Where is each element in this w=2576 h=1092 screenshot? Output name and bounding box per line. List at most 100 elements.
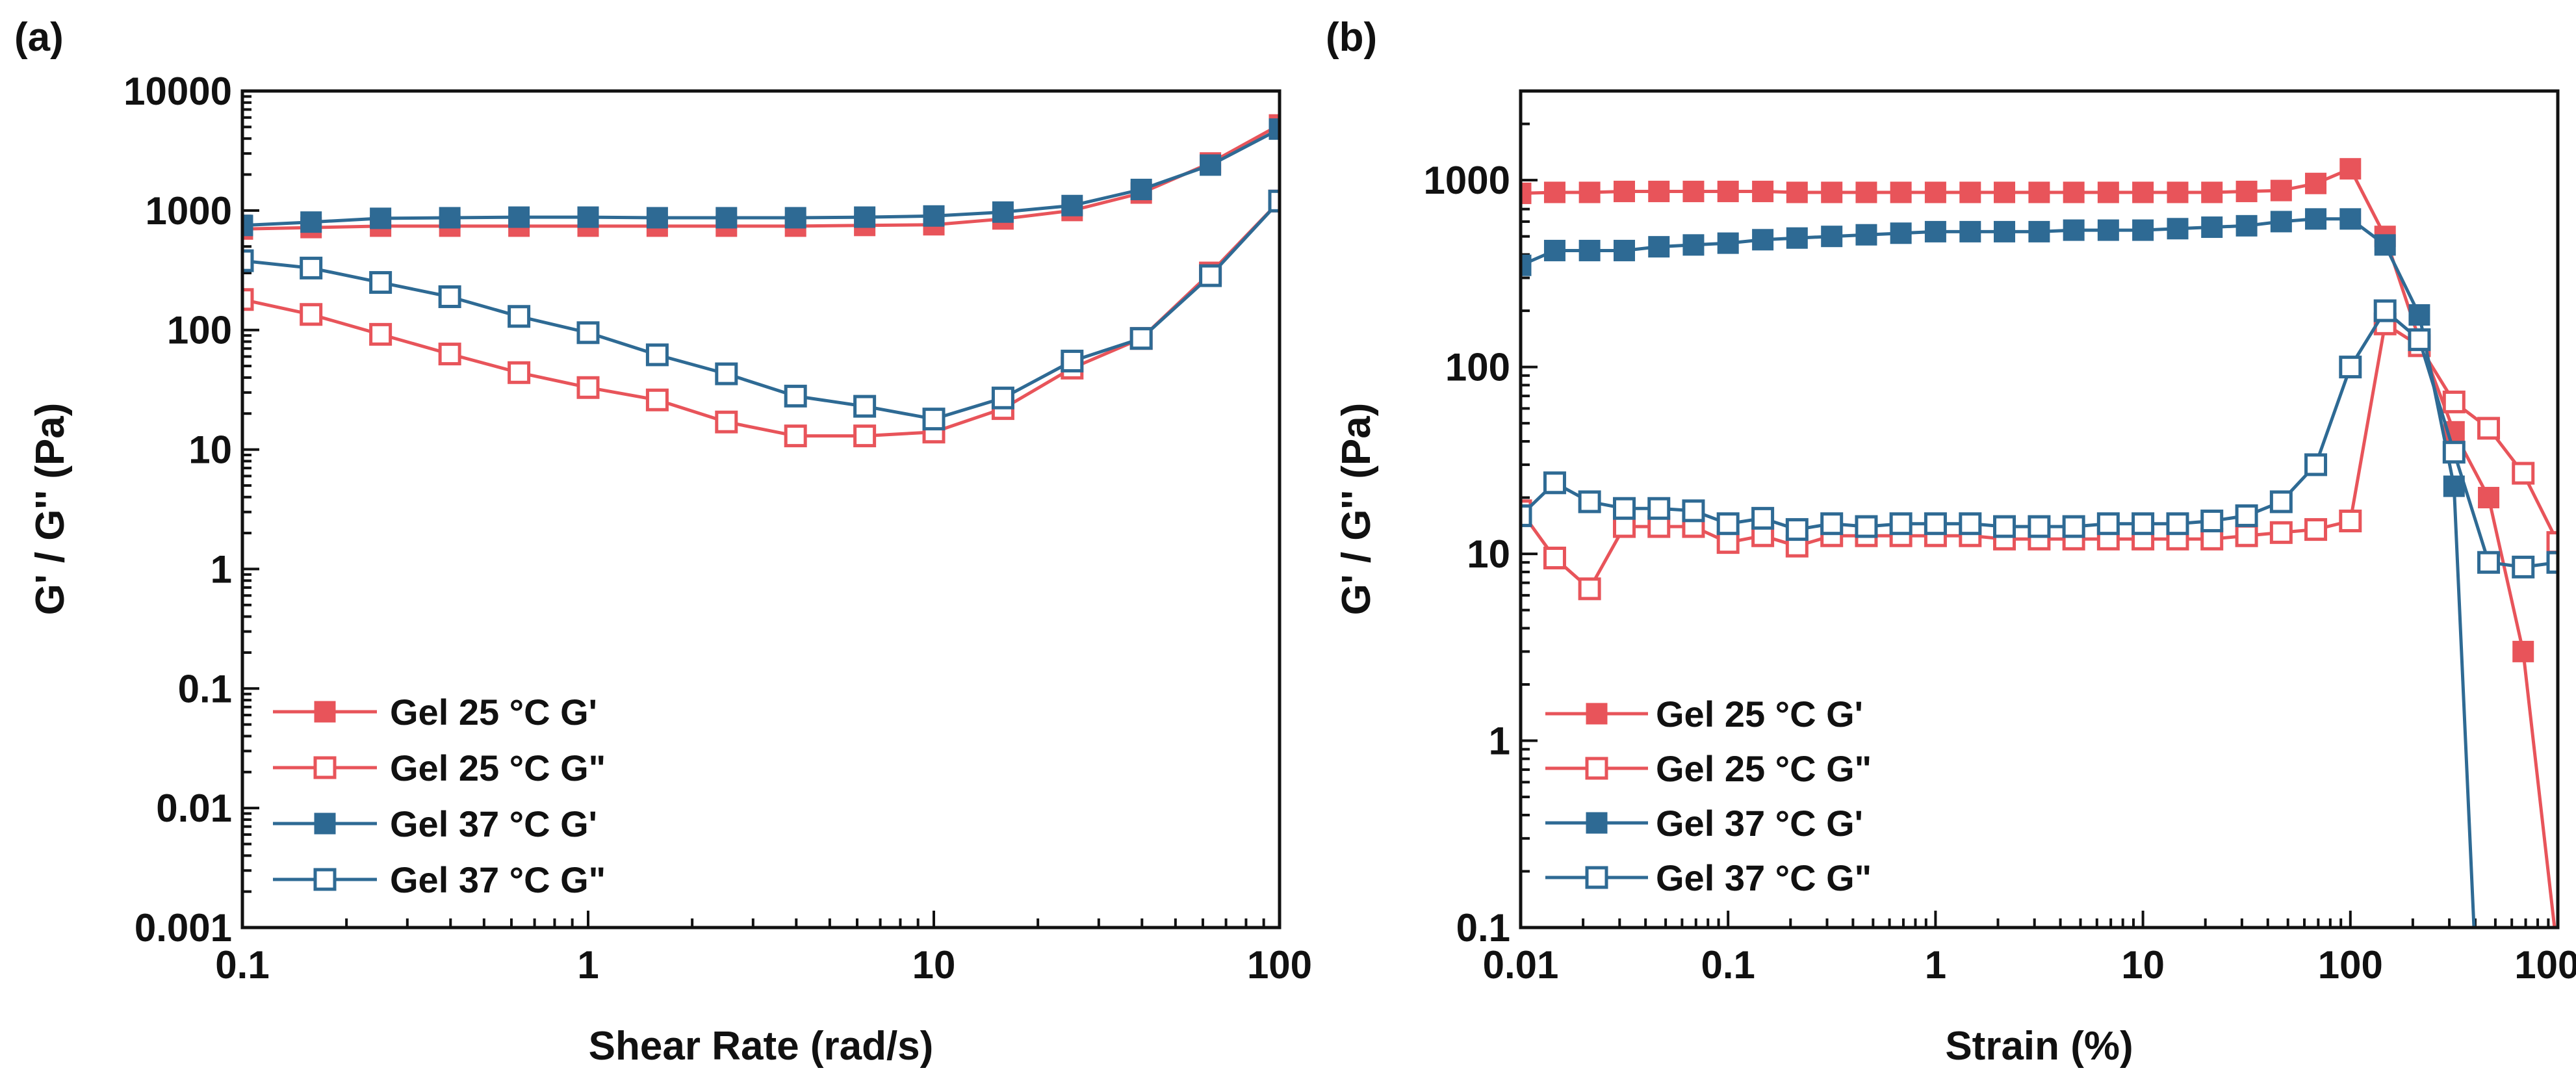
panel-b-series-1-point xyxy=(1786,181,1808,203)
panel-b-series-4-point xyxy=(2028,515,2051,538)
panel-a-legend-item: Gel 37 °C G' xyxy=(273,803,597,844)
panel-b-x-tick-label: 0.01 xyxy=(1483,943,1559,987)
panel-b-series-1-point xyxy=(1994,181,2016,203)
panel-a-series-4-point xyxy=(991,386,1014,410)
panel-b-series-4-point xyxy=(2546,551,2558,574)
panel-a-legend-marker xyxy=(314,812,336,835)
panel-b-series-4-point xyxy=(1543,471,1566,495)
panel-a-legend-label: Gel 25 °C G' xyxy=(390,692,597,733)
panel-b-series-1-point xyxy=(2478,487,2500,509)
panel-b-series-1-point xyxy=(1752,181,1774,203)
panel-b-legend-label: Gel 25 °C G' xyxy=(1656,694,1863,734)
panel-a-series-4-line xyxy=(242,200,1280,421)
panel-b-series-4-point xyxy=(1716,512,1740,536)
panel-a-y-tick-label: 10 xyxy=(188,428,232,472)
panel-a-ticks: 0.1 1 10 100 0.001 0.01 0.1 1 10 100 1000 10000 xyxy=(123,70,1312,987)
panel-a-series-4 xyxy=(242,189,1280,431)
panel-a-x-axis-title: Shear Rate (rad/s) xyxy=(589,1024,934,1069)
panel-b-series-1-point xyxy=(1578,181,1601,203)
panel-a-y-tick-label: 100 xyxy=(167,309,232,352)
panel-b-series-3-point xyxy=(2374,234,2396,256)
panel-b-series-4-point xyxy=(2166,512,2189,536)
panel-a-series-3-point xyxy=(784,207,806,229)
panel-b-series-1-point xyxy=(2235,181,2258,203)
panel-b-series-4-point xyxy=(2373,299,2397,322)
panel-a-series-4-point xyxy=(300,256,323,280)
panel-a-series-2-point xyxy=(784,424,807,448)
panel-a-series-3-point xyxy=(508,206,530,228)
panel-a-label: (a) xyxy=(14,15,64,60)
panel-b-series-3-point xyxy=(1614,239,1635,261)
panel-b-series-4-point xyxy=(1820,512,1844,536)
panel-b-series-4-point xyxy=(2442,441,2466,464)
panel-a-legend-item: Gel 37 °C G" xyxy=(273,859,606,900)
panel-b-series-3-point xyxy=(2339,208,2362,230)
panel-b-series-4-point xyxy=(2512,555,2535,578)
panel-b-series-3-point xyxy=(1994,220,2016,242)
panel-b-x-tick-label: 100 xyxy=(2318,943,2383,987)
panel-a-series-2-point xyxy=(369,322,393,346)
panel-b-legend-item: Gel 37 °C G" xyxy=(1545,857,1872,898)
panel-b-series-1-point xyxy=(2201,181,2223,203)
panel-a-series-2-point xyxy=(576,376,600,399)
panel-b-series-3-point xyxy=(1648,236,1670,258)
panel-b-series-3-point xyxy=(1924,220,1946,242)
panel-a-y-tick-label: 1000 xyxy=(146,189,232,233)
panel-b-series-4-point xyxy=(1889,512,1913,536)
panel-b-series-4-point xyxy=(2269,490,2293,514)
panel-b-series-1-point xyxy=(1717,181,1739,203)
panel-b-series-4-point xyxy=(2339,356,2362,379)
panel-b-series-2-point xyxy=(2477,417,2501,440)
panel-a-series-3-line xyxy=(242,127,1280,228)
panel-a-legend-label: Gel 25 °C G" xyxy=(390,748,606,788)
panel-a-y-tick-label: 1 xyxy=(211,547,232,591)
panel-a-x-tick-label: 100 xyxy=(1247,943,1312,987)
panel-a-series-3-point xyxy=(1200,154,1222,176)
panel-a-series-4-point xyxy=(715,362,738,385)
panel-a-plot-frame xyxy=(240,89,1282,930)
panel-a-series xyxy=(242,114,1280,448)
panel-b-series-4-point xyxy=(1682,499,1705,523)
panel-a-y-tick-label: 0.001 xyxy=(135,906,232,950)
panel-a-series-3-point xyxy=(300,211,322,233)
panel-a-series-2-point xyxy=(715,410,738,434)
panel-a-series-2-point xyxy=(300,303,323,326)
panel-b-series-4-point xyxy=(1647,497,1671,520)
panel-a-series-2-line xyxy=(242,200,1280,438)
panel-b-series-4-point xyxy=(2200,509,2224,532)
panel-b-series-2-point xyxy=(1613,515,1636,538)
panel-a-legend-marker xyxy=(313,756,337,779)
panel-b-series-1-point xyxy=(2097,181,2119,203)
panel-b-y-axis-title: G' / G'' (Pa) xyxy=(1334,403,1379,616)
panel-b-series-4-point xyxy=(1993,515,2016,538)
panel-b-series-3-point xyxy=(1578,239,1601,261)
panel-b-series-1-point xyxy=(1648,181,1670,203)
panel-a-legend-marker xyxy=(314,701,336,723)
panel-b-series-2-point xyxy=(2442,390,2466,413)
panel-b-series-1-point xyxy=(2270,179,2292,202)
panel-b-y-tick-label: 1 xyxy=(1489,720,1510,763)
panel-a-series-3-point xyxy=(992,201,1014,223)
panel-b-y-tick-label: 10 xyxy=(1467,532,1510,576)
panel-b-series-1-point xyxy=(1521,182,1532,204)
panel-b-series-1-point xyxy=(2339,158,2362,180)
panel-b-legend-item: Gel 25 °C G' xyxy=(1545,694,1863,734)
panel-b-series-1-point xyxy=(1924,181,1946,203)
panel-a-series-4-point xyxy=(1129,327,1153,350)
panel-a-x-tick-label: 1 xyxy=(577,943,599,987)
panel-a-series-2-point xyxy=(508,361,531,384)
panel-a-y-tick-label: 10000 xyxy=(123,70,232,113)
panel-b-series-3-point xyxy=(2063,219,2085,241)
panel-a-series-3-point xyxy=(1130,178,1152,200)
panel-b-series-1-point xyxy=(2063,181,2085,203)
panel-a-series-3-point xyxy=(854,206,876,228)
panel-a-y-axis-title: G' / G'' (Pa) xyxy=(28,403,73,616)
panel-a-series-3-point xyxy=(1061,194,1083,216)
panel-b-legend-marker xyxy=(1586,703,1608,725)
panel-b-plot-frame xyxy=(1519,89,2560,930)
panel-a-series-2-point xyxy=(645,388,669,411)
panel-b-series-4-point xyxy=(2062,515,2085,538)
panel-b-series-3-line xyxy=(1521,217,2476,928)
panel-b-series-4-point xyxy=(2304,453,2328,476)
panel-b-series-3-point xyxy=(1786,227,1808,249)
